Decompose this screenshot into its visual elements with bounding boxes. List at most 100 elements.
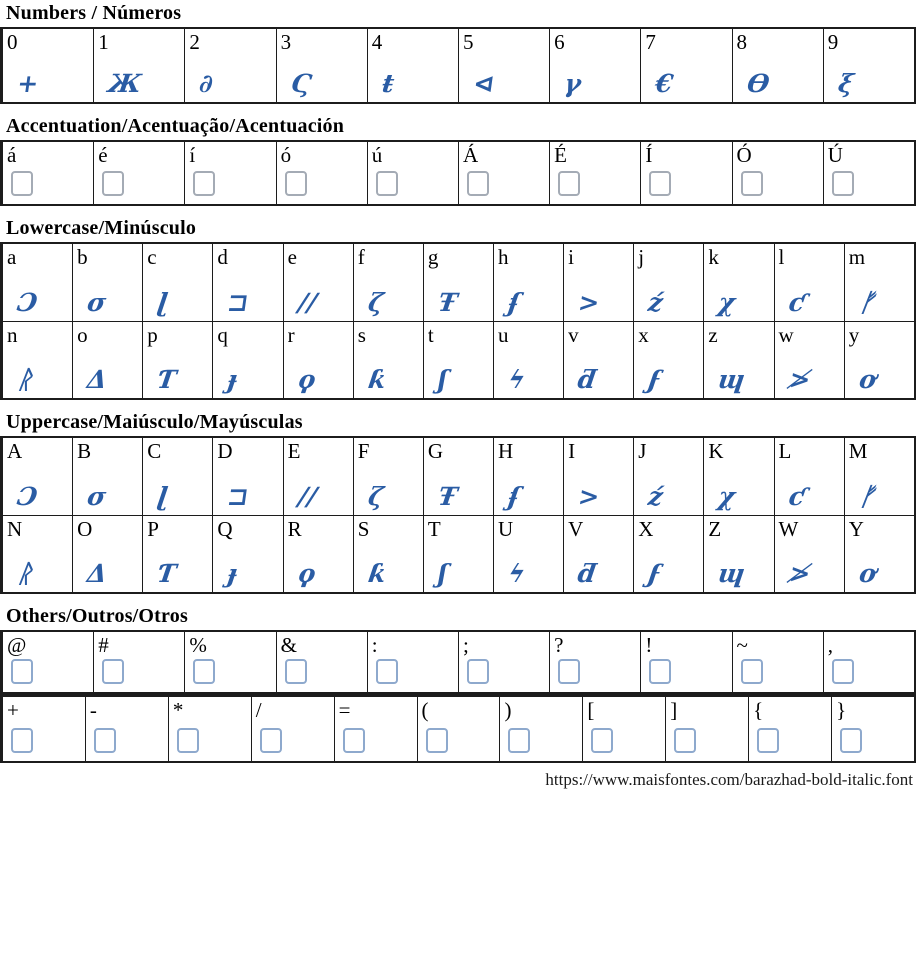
character-label: Ú <box>827 143 843 167</box>
character-cell: u ϟ <box>492 321 564 398</box>
character-cell: z ɰ <box>703 321 774 398</box>
character-label: A <box>7 439 23 463</box>
character-cell: X ϝ <box>633 515 704 592</box>
character-cell: é <box>93 142 185 204</box>
character-cell: g Ŧ <box>422 244 493 321</box>
font-glyph: σ <box>85 482 109 511</box>
character-cell: t ʃ <box>422 321 493 398</box>
character-label: X <box>638 517 654 541</box>
font-glyph: ᚠ <box>857 482 877 511</box>
character-cell: j ź <box>633 244 704 321</box>
font-glyph: ƌ <box>576 559 599 588</box>
font-glyph: ʄ <box>506 482 522 511</box>
font-glyph: ƌ <box>576 365 599 394</box>
font-glyph: Ж <box>106 69 144 98</box>
character-label: t <box>427 323 434 347</box>
character-label: v <box>568 323 579 347</box>
character-label: k <box>708 245 719 269</box>
lowercase-table: a Ɔ b σ c ɭ d ⊐ e <box>0 242 916 400</box>
character-cell: ó <box>275 142 367 204</box>
character-label: P <box>147 517 159 541</box>
character-label: Z <box>708 517 722 541</box>
character-label: I <box>568 439 576 463</box>
font-glyph: ϴ <box>744 69 771 98</box>
font-glyph: χ <box>716 482 738 511</box>
character-cell: ? <box>549 632 641 692</box>
others-row-2: + - * / = <box>2 697 914 761</box>
missing-glyph-box <box>591 728 614 753</box>
character-cell: B σ <box>72 438 143 515</box>
character-label: H <box>497 439 514 463</box>
character-cell: H ʄ <box>492 438 564 515</box>
character-cell: x ϝ <box>633 321 704 398</box>
font-glyph: ɟ <box>225 559 240 588</box>
character-cell: K χ <box>703 438 774 515</box>
character-label: U <box>497 517 514 541</box>
character-label: c <box>147 245 157 269</box>
missing-glyph-box <box>558 171 581 196</box>
character-label: K <box>708 439 724 463</box>
character-cell: D ⊐ <box>212 438 283 515</box>
character-cell: * <box>167 697 251 761</box>
font-glyph: ơ <box>857 559 878 588</box>
font-glyph: ϝ <box>646 365 664 394</box>
character-cell: ~ <box>731 632 823 692</box>
font-glyph: ʃ <box>436 559 449 588</box>
character-label: S <box>357 517 370 541</box>
character-label: + <box>7 698 19 722</box>
character-cell: r ϙ <box>282 321 353 398</box>
font-glyph: ƙ <box>366 559 388 588</box>
character-cell: P Ƭ <box>142 515 213 592</box>
character-label: É <box>554 143 567 167</box>
character-label: [ <box>587 698 595 722</box>
character-label: 3 <box>280 30 292 54</box>
character-cell: b σ <box>72 244 143 321</box>
character-label: , <box>827 633 833 657</box>
character-cell: p Ƭ <box>142 321 213 398</box>
character-label: l <box>778 245 785 269</box>
font-glyph: ϙ <box>295 365 317 394</box>
font-glyph: ŧ <box>380 69 396 98</box>
character-label: G <box>427 439 444 463</box>
font-glyph: ϙ <box>295 559 317 588</box>
character-label: & <box>280 633 297 657</box>
character-label: J <box>638 439 647 463</box>
character-cell: e ∕∕ <box>282 244 353 321</box>
character-cell: 8 ϴ <box>731 29 823 102</box>
character-label: W <box>778 517 799 541</box>
lowercase-row-1: a Ɔ b σ c ɭ d ⊐ e <box>2 244 914 321</box>
character-cell: R ϙ <box>282 515 353 592</box>
font-glyph: ᚱ <box>15 365 35 394</box>
missing-glyph-box <box>425 728 448 753</box>
character-label: : <box>371 633 378 657</box>
font-glyph: ƈ <box>786 288 807 317</box>
missing-glyph-box <box>342 728 365 753</box>
character-cell: w ≯ <box>773 321 844 398</box>
font-glyph: ᚱ <box>15 559 35 588</box>
character-label: Q <box>217 517 233 541</box>
character-cell: 9 ξ <box>822 29 914 102</box>
section-title-lowercase: Lowercase/Minúsculo <box>6 217 197 239</box>
character-label: g <box>427 245 439 269</box>
character-label: C <box>147 439 162 463</box>
font-glyph: ź <box>646 482 665 511</box>
character-label: 2 <box>189 30 200 54</box>
character-cell: S ƙ <box>352 515 423 592</box>
font-glyph: Ϛ <box>288 69 313 98</box>
character-label: D <box>217 439 233 463</box>
font-glyph: + <box>15 69 41 98</box>
character-label: s <box>357 323 366 347</box>
font-glyph: ≯ <box>786 365 812 394</box>
character-cell: í <box>184 142 276 204</box>
font-glyph: > <box>576 482 602 511</box>
character-label: % <box>189 633 207 657</box>
missing-glyph-box <box>193 659 216 684</box>
character-label: í <box>189 143 196 167</box>
character-cell: Í <box>640 142 732 204</box>
missing-glyph-box <box>193 171 216 196</box>
character-cell: N ᚱ <box>2 515 73 592</box>
section-title-accentuation: Accentuation/Acentuação/Acentuación <box>6 115 345 137</box>
font-glyph: ƙ <box>366 365 388 394</box>
missing-glyph-box <box>176 728 199 753</box>
character-cell: Y ơ <box>843 515 914 592</box>
